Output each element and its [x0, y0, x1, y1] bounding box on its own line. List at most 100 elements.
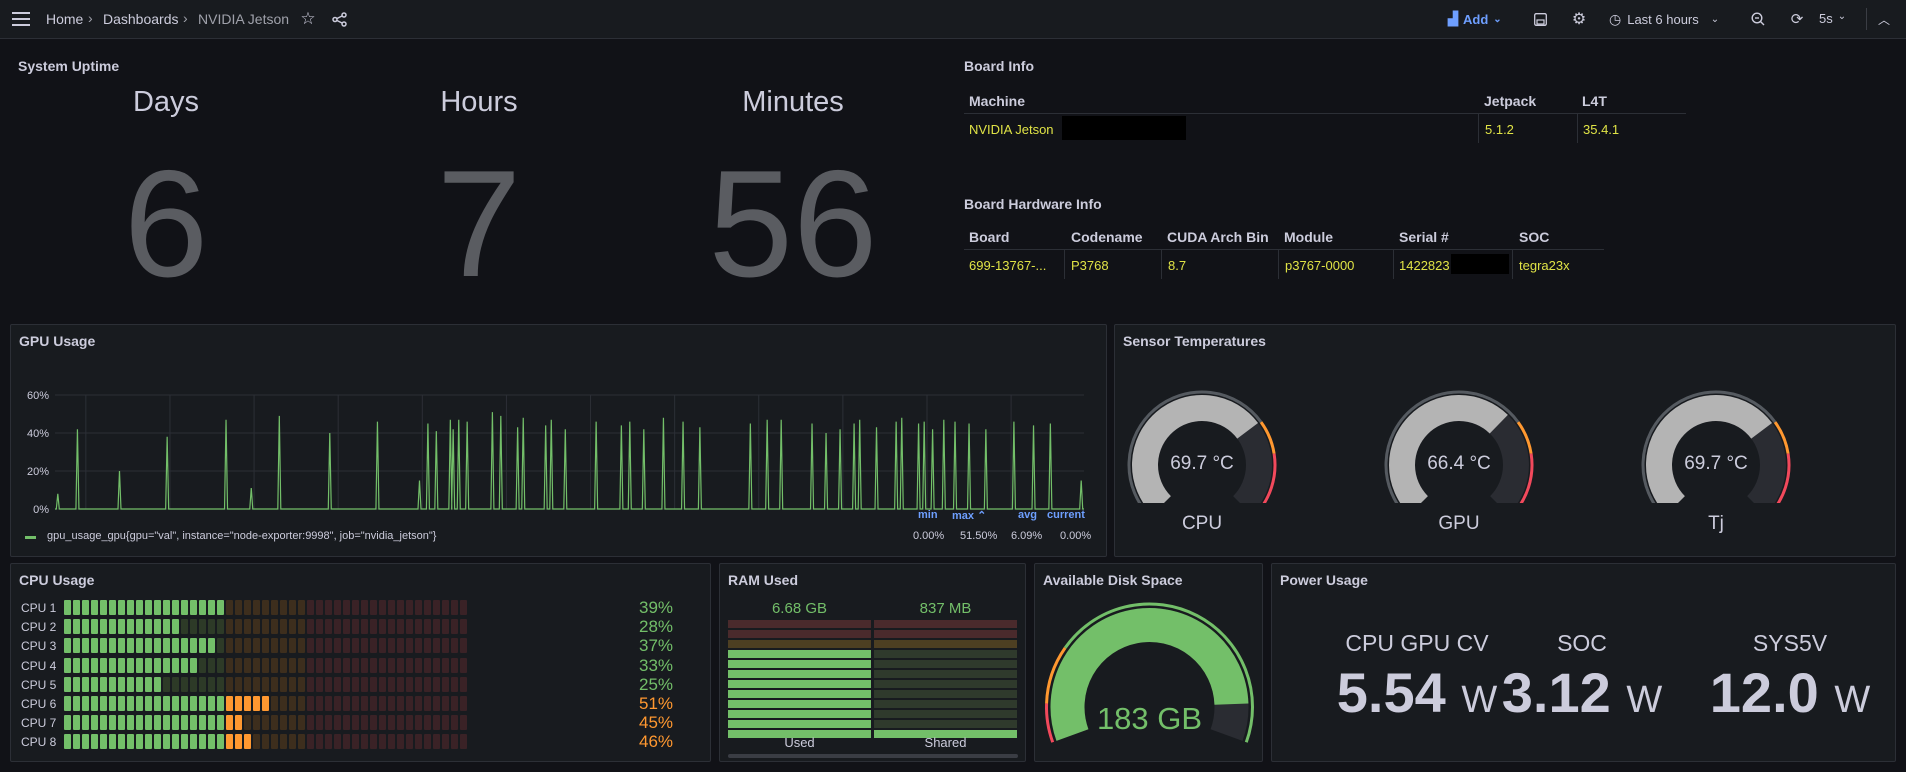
legend-header-max[interactable]: max ⌃: [952, 509, 986, 522]
cpu-bar-segment: [406, 715, 413, 731]
cpu-bar-segment: [91, 696, 98, 711]
cpu-bar-segment: [334, 638, 341, 654]
column-header[interactable]: L4T: [1582, 93, 1607, 109]
cpu-bar-segment: [145, 734, 152, 750]
cpu-core-label: CPU 2: [21, 620, 57, 635]
save-icon[interactable]: [1530, 9, 1550, 29]
cpu-bar-segment: [172, 676, 179, 692]
disk-space-value: 183 GB: [1096, 701, 1203, 736]
cpu-bar-segment: [424, 600, 431, 615]
cpu-bar-segment: [307, 696, 314, 711]
add-button[interactable]: ▟ Add ⌄: [1448, 8, 1502, 30]
cpu-percentage: 28%: [639, 617, 674, 637]
breadcrumb-dashboards[interactable]: Dashboards: [103, 11, 179, 27]
column-header[interactable]: Codename: [1071, 229, 1143, 245]
cpu-bar-gauge: [64, 676, 467, 692]
gpu-usage-chart[interactable]: 60%40%20%0%15:3016:0016:3017:0017:3018:0…: [11, 355, 1106, 515]
legend-header-current[interactable]: current: [1047, 509, 1085, 521]
cpu-bar-segment: [208, 600, 215, 615]
cpu-bar-segment: [127, 619, 134, 635]
cpu-bar-segment: [361, 638, 368, 654]
cpu-bar-segment: [397, 676, 404, 692]
cpu-bar-segment: [181, 638, 188, 654]
column-header[interactable]: Serial #: [1399, 229, 1449, 245]
cpu-bar-segment: [289, 734, 296, 750]
column-header[interactable]: Jetpack: [1484, 93, 1537, 109]
star-icon[interactable]: ☆: [300, 9, 316, 28]
refresh-icon[interactable]: ⟳: [1790, 11, 1804, 28]
cpu-bar-segment: [109, 600, 116, 615]
cpu-bar-segment: [73, 715, 80, 731]
time-range-picker[interactable]: ◷ Last 6 hours ⌄: [1609, 9, 1719, 29]
cpu-bar-segment: [379, 600, 386, 615]
cpu-bar-segment: [127, 696, 134, 711]
table-cell: tegra23x: [1519, 258, 1570, 273]
panel-title: Board Info: [964, 58, 1034, 74]
cpu-bar-segment: [433, 696, 440, 711]
cpu-bar-segment: [235, 657, 242, 673]
cpu-bar-segment: [343, 696, 350, 711]
cpu-bar-segment: [397, 715, 404, 731]
cpu-bar-segment: [244, 657, 251, 673]
scrollbar[interactable]: [728, 754, 1018, 758]
cpu-bar-segment: [136, 676, 143, 692]
table-cell: 5.1.2: [1485, 122, 1514, 137]
ram-bar-segment: [728, 630, 871, 638]
column-header[interactable]: Module: [1284, 229, 1333, 245]
gear-icon[interactable]: ⚙: [1571, 11, 1587, 28]
column-header[interactable]: Board: [969, 229, 1010, 245]
column-header[interactable]: Machine: [969, 93, 1026, 109]
cpu-bar-segment: [406, 619, 413, 635]
breadcrumb-home[interactable]: Home: [46, 11, 84, 27]
legend-header-avg[interactable]: avg: [1018, 509, 1037, 521]
hours-value: 7: [436, 139, 522, 309]
cpu-percentage: 46%: [639, 732, 674, 752]
cpu-bar-segment: [100, 638, 107, 654]
cpu-bar-segment: [379, 619, 386, 635]
refresh-interval-picker[interactable]: 5s ⌄: [1819, 11, 1846, 26]
table-cell: P3768: [1071, 258, 1109, 273]
table-cell: 35.4.1: [1583, 122, 1620, 137]
cpu-bar-segment: [370, 676, 377, 692]
cpu-bar-segment: [154, 638, 161, 654]
cpu-bar-gauge: [64, 715, 467, 731]
legend-header-max-label: max: [952, 510, 975, 522]
cpu-bar-segment: [298, 696, 305, 711]
cpu-bar-segment: [388, 734, 395, 750]
table-cell: NVIDIA Jetson: [969, 122, 1054, 137]
cpu-bar-segment: [433, 600, 440, 615]
gauge-value: 69.7 °C: [1684, 453, 1748, 474]
cpu-bar-segment: [343, 638, 350, 654]
column-header[interactable]: SOC: [1519, 229, 1550, 245]
column-header[interactable]: CUDA Arch Bin: [1167, 229, 1269, 245]
menu-icon[interactable]: [10, 9, 32, 29]
available-disk-space-panel: Available Disk Space 183 GB: [1034, 563, 1263, 762]
cpu-bar-segment: [91, 619, 98, 635]
cpu-bar-segment: [82, 676, 89, 692]
power-label-cpu-gpu-cv: CPU GPU CV: [1345, 630, 1489, 656]
gauge-fill: [1050, 608, 1249, 741]
threshold-band-warning: [1045, 647, 1067, 704]
zoom-out-icon[interactable]: [1748, 9, 1768, 29]
cpu-bar-segment: [271, 619, 278, 635]
cpu-bar-segment: [181, 600, 188, 615]
legend-series-name[interactable]: gpu_usage_gpu{gpu="val", instance="node-…: [47, 530, 437, 542]
cpu-bar-segment: [352, 619, 359, 635]
y-tick-label: 20%: [27, 466, 49, 478]
ram-shared-value: 837 MB: [919, 600, 972, 617]
cpu-bar-segment: [442, 734, 449, 750]
collapse-chevron-up-icon[interactable]: ︿: [1877, 12, 1890, 27]
cpu-bar-segment: [316, 600, 323, 615]
legend-header-min[interactable]: min: [918, 509, 938, 521]
temperature-gauge: 69.7 °C Tj: [1626, 383, 1806, 553]
cpu-bar-segment: [253, 638, 260, 654]
y-tick-label: 40%: [27, 428, 49, 440]
cpu-bar-segment: [307, 657, 314, 673]
cpu-bar-segment: [271, 696, 278, 711]
cpu-bar-segment: [226, 638, 233, 654]
cpu-bar-segment: [262, 715, 269, 731]
share-icon[interactable]: [329, 9, 349, 29]
cpu-bar-segment: [109, 676, 116, 692]
cpu-bar-segment: [424, 638, 431, 654]
cell-divider: [1577, 113, 1578, 143]
